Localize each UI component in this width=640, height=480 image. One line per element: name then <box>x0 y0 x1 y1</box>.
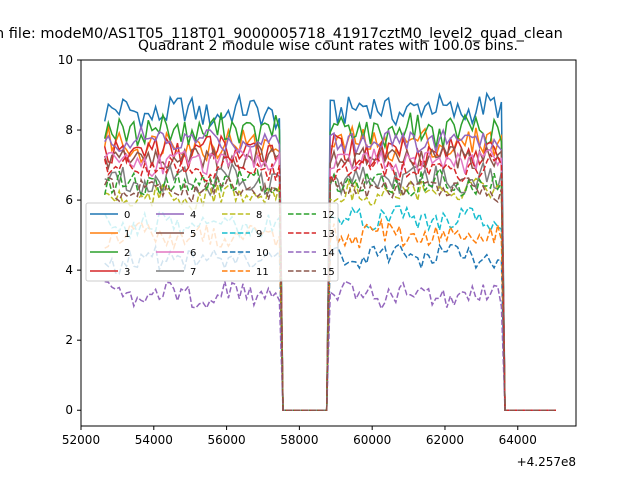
chart-title: Quadrant 2 module wise count rates with … <box>138 38 518 54</box>
x-tick-label: 60000 <box>353 433 391 447</box>
legend-label-9: 9 <box>256 229 262 240</box>
x-tick-label: 58000 <box>280 433 318 447</box>
legend-label-15: 15 <box>322 267 335 278</box>
y-tick-label: 6 <box>65 193 73 207</box>
axes-frame <box>80 59 577 427</box>
figure-suptitle: n file: modeM0/AS1T05_118T01_9000005718_… <box>0 26 563 42</box>
series-line-6 <box>104 144 556 411</box>
legend-label-14: 14 <box>322 248 335 259</box>
x-tick-label: 54000 <box>135 433 173 447</box>
y-tick-label: 10 <box>58 53 73 67</box>
legend-label-0: 0 <box>124 210 130 221</box>
legend-label-4: 4 <box>190 210 196 221</box>
legend-label-3: 3 <box>124 267 130 278</box>
y-axis: 0 2 4 6 8 10 <box>58 53 81 417</box>
legend-label-10: 10 <box>256 248 269 259</box>
series-line-15 <box>104 174 556 411</box>
series-line-12 <box>103 167 556 411</box>
legend-box <box>85 202 339 282</box>
legend-label-1: 1 <box>124 229 130 240</box>
y-tick-label: 8 <box>65 123 73 137</box>
series-line-0 <box>103 91 556 411</box>
y-tick-label: 0 <box>65 403 73 417</box>
y-tick-label: 4 <box>65 263 73 277</box>
x-axis: 52000 54000 56000 58000 60000 62000 64000 <box>62 426 537 447</box>
legend-label-2: 2 <box>124 248 130 259</box>
series-line-4 <box>104 124 556 411</box>
legend-label-5: 5 <box>190 229 196 240</box>
legend-label-12: 12 <box>322 210 335 221</box>
series-line-14 <box>104 280 556 411</box>
legend-label-8: 8 <box>256 210 262 221</box>
series-line-2 <box>103 112 556 411</box>
x-tick-label: 62000 <box>426 433 464 447</box>
x-tick-label: 56000 <box>207 433 245 447</box>
legend-label-7: 7 <box>190 267 196 278</box>
legend-label-11: 11 <box>256 267 269 278</box>
legend-label-6: 6 <box>190 248 196 259</box>
x-tick-label: 64000 <box>499 433 537 447</box>
x-tick-label: 52000 <box>62 433 100 447</box>
legend-label-13: 13 <box>322 229 335 240</box>
y-tick-label: 2 <box>65 333 73 347</box>
x-offset-text: +4.257e8 <box>517 455 576 469</box>
series-line-13 <box>103 152 556 411</box>
